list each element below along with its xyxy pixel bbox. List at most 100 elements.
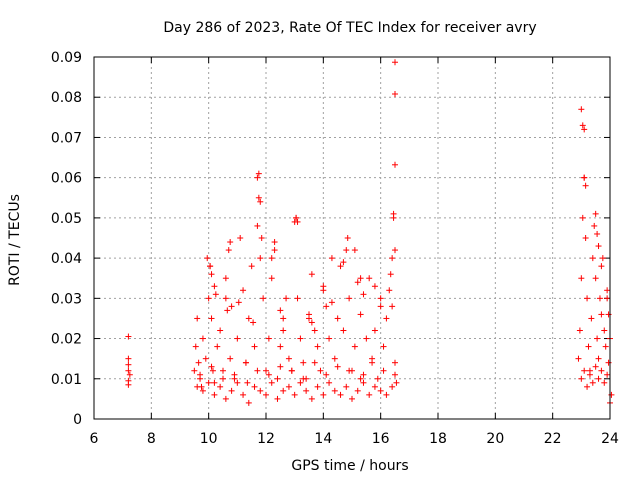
data-point (582, 182, 589, 189)
y-tick-label: 0.04 (51, 251, 82, 267)
plot-frame (93, 56, 611, 420)
data-point (211, 379, 218, 386)
data-point (194, 315, 201, 322)
data-point (242, 359, 249, 366)
data-point (598, 311, 605, 318)
data-point (380, 343, 387, 350)
data-point (374, 375, 381, 382)
data-point (579, 122, 586, 129)
data-point (194, 383, 201, 390)
data-point (392, 161, 398, 168)
y-tick-label: 0.01 (51, 372, 82, 388)
data-point (280, 315, 287, 322)
data-point (285, 355, 292, 362)
data-point (595, 355, 602, 362)
data-point (250, 319, 257, 326)
data-point (592, 210, 599, 217)
data-point (311, 359, 318, 366)
data-point (217, 327, 224, 334)
data-point (274, 395, 281, 402)
data-point (263, 367, 269, 374)
data-point (297, 335, 304, 342)
data-point (604, 287, 611, 294)
data-point (205, 379, 212, 386)
data-point (351, 247, 358, 254)
data-point (326, 379, 333, 386)
y-tick-label: 0.06 (51, 171, 82, 187)
x-tick-label: 24 (601, 431, 619, 447)
data-point (354, 279, 361, 286)
data-point (343, 247, 350, 254)
data-point (265, 335, 272, 342)
data-point (604, 295, 611, 302)
data-point (205, 295, 212, 302)
data-point (125, 381, 132, 388)
data-point (601, 379, 608, 386)
data-point (297, 379, 304, 386)
data-point (594, 335, 601, 342)
x-tick-label: 16 (372, 431, 390, 447)
data-point (288, 367, 295, 374)
data-point (268, 275, 275, 282)
data-point (369, 359, 376, 366)
data-point (596, 295, 603, 302)
data-point (280, 327, 287, 334)
data-point (251, 383, 258, 390)
data-point (231, 375, 238, 382)
data-point (227, 239, 234, 246)
data-point (331, 387, 338, 394)
data-point (209, 367, 216, 374)
data-point (592, 363, 599, 370)
data-point (311, 327, 318, 334)
data-point (584, 295, 591, 302)
data-point (578, 106, 585, 113)
data-point (208, 315, 215, 322)
x-axis-label: GPS time / hours (291, 458, 408, 474)
data-point (344, 235, 351, 241)
data-point (357, 311, 364, 318)
data-point (300, 359, 307, 366)
data-point (584, 383, 591, 390)
data-point (334, 363, 341, 370)
y-tick-label: 0.09 (51, 50, 82, 66)
data-point (228, 303, 235, 310)
data-point (274, 375, 281, 382)
data-point (308, 395, 315, 402)
data-point (280, 387, 287, 394)
data-point (346, 295, 353, 302)
data-point (314, 383, 321, 390)
data-point (234, 379, 241, 386)
data-point (371, 283, 378, 290)
data-point (581, 126, 588, 133)
data-point (254, 174, 261, 181)
y-tick-label: 0.03 (51, 291, 82, 307)
y-axis-label: ROTI / TECUs (7, 194, 23, 286)
data-point (191, 367, 198, 374)
data-point (323, 303, 330, 310)
data-point (601, 327, 608, 334)
data-point (366, 275, 373, 282)
data-point (343, 383, 350, 390)
data-point (340, 259, 347, 266)
data-point (277, 307, 284, 314)
data-point (604, 371, 611, 378)
data-point (199, 335, 206, 342)
data-point (228, 387, 235, 394)
data-point (326, 335, 333, 342)
data-point (255, 194, 262, 201)
data-point (212, 291, 219, 298)
data-point (314, 343, 321, 350)
data-point (582, 235, 589, 241)
data-point (581, 367, 588, 374)
data-point (240, 391, 247, 398)
data-point (323, 371, 330, 378)
data-point (220, 367, 226, 374)
data-points (125, 59, 615, 406)
data-point (222, 395, 229, 402)
data-point (589, 255, 596, 262)
data-point (599, 255, 606, 262)
data-point (303, 387, 310, 394)
data-point (331, 355, 338, 362)
data-point (380, 367, 387, 374)
